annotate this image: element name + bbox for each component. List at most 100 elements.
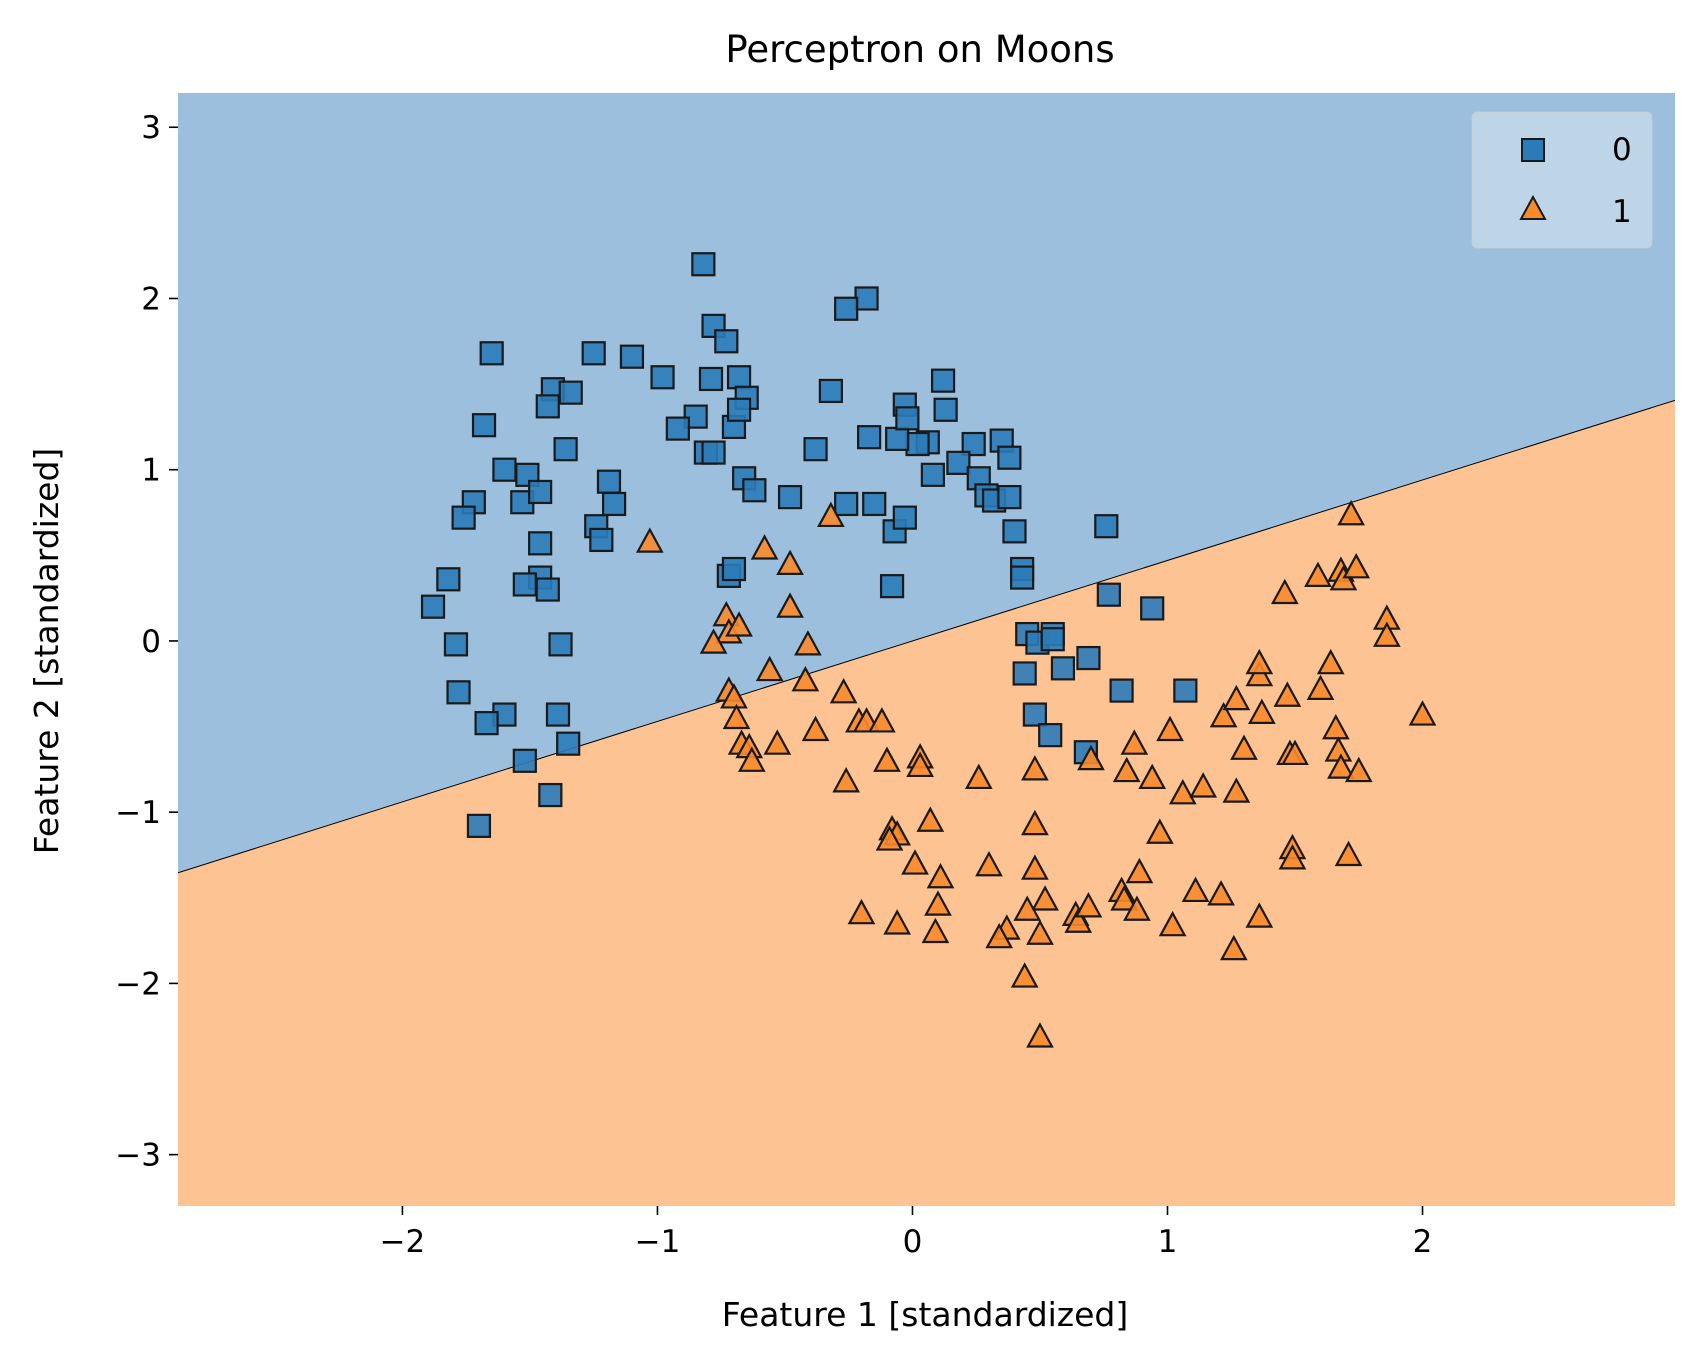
data-point-class-0	[1012, 661, 1037, 686]
data-point-class-1	[926, 862, 955, 889]
data-point-class-1	[847, 898, 876, 925]
data-point-class-0	[933, 397, 958, 422]
data-point-class-0	[556, 731, 581, 756]
data-point-class-0	[471, 413, 497, 438]
data-point-class-0	[854, 286, 879, 311]
x-tick-label: 0	[903, 1224, 923, 1260]
data-point-class-1	[1138, 763, 1167, 790]
data-point-class-0	[726, 365, 752, 390]
data-points	[420, 252, 1437, 1048]
data-point-class-0	[474, 711, 499, 736]
data-point-class-0	[528, 479, 553, 505]
data-point-class-0	[862, 491, 887, 517]
data-point-class-1	[1278, 844, 1307, 870]
data-point-class-1	[1344, 756, 1373, 783]
data-point-class-0	[777, 485, 803, 510]
data-point-class-1	[725, 611, 753, 637]
data-point-class-1	[1372, 621, 1401, 647]
y-axis-label: Feature 2 [standardized]	[27, 448, 66, 855]
data-point-class-0	[601, 491, 627, 517]
data-point-class-0	[879, 574, 905, 599]
data-point-class-1	[873, 746, 901, 772]
data-point-class-1	[1321, 713, 1350, 740]
data-point-class-0	[885, 426, 910, 451]
data-point-class-1	[1110, 885, 1138, 911]
data-point-class-0	[1038, 723, 1063, 748]
data-point-class-1	[916, 806, 945, 832]
data-point-class-1	[1125, 857, 1154, 884]
data-point-class-1	[1342, 553, 1371, 579]
y-tick-label: −1	[115, 795, 161, 831]
data-point-class-0	[946, 450, 971, 475]
data-point-class-0	[650, 365, 675, 390]
data-point-class-0	[535, 577, 560, 602]
data-point-class-1	[964, 763, 993, 790]
x-tick-label: 1	[1158, 1224, 1178, 1260]
data-point-class-0	[930, 368, 956, 393]
data-point-class-0	[1173, 678, 1198, 703]
data-point-class-0	[512, 748, 537, 773]
data-point-class-1	[1026, 1022, 1054, 1048]
y-tick-label: 0	[141, 624, 161, 660]
data-point-class-0	[1022, 702, 1047, 727]
y-tick-label: 1	[141, 453, 161, 489]
legend-label-0: 0	[1612, 132, 1632, 168]
legend-square-icon	[1521, 138, 1545, 162]
data-point-class-1	[924, 890, 952, 916]
data-point-class-1	[720, 683, 748, 709]
data-point-class-1	[1245, 648, 1274, 675]
data-point-class-1	[776, 549, 804, 575]
data-point-class-0	[857, 425, 882, 450]
data-point-class-1	[1074, 892, 1103, 918]
data-point-class-1	[1245, 902, 1274, 928]
data-point-class-1	[1273, 681, 1302, 707]
data-point-class-1	[1031, 885, 1059, 911]
data-point-class-0	[721, 556, 747, 582]
data-point-class-1	[1021, 809, 1049, 836]
data-point-class-1	[1230, 734, 1258, 760]
data-point-class-1	[1064, 907, 1093, 933]
data-point-class-0	[920, 462, 945, 487]
data-point-class-0	[443, 632, 469, 657]
data-point-class-1	[1316, 648, 1345, 675]
data-point-class-0	[834, 491, 859, 517]
data-point-class-0	[596, 469, 622, 494]
data-point-class-0	[1094, 514, 1119, 539]
data-point-class-0	[961, 431, 986, 457]
y-tick-label: −3	[115, 1138, 161, 1174]
data-point-class-1	[921, 917, 950, 944]
data-point-class-1	[1281, 739, 1309, 766]
x-tick-label: −1	[635, 1224, 681, 1260]
data-point-class-0	[1010, 565, 1035, 590]
data-point-class-0	[997, 445, 1022, 470]
data-point-class-0	[1002, 519, 1027, 544]
data-point-class-0	[742, 478, 767, 503]
data-point-class-0	[1050, 656, 1076, 681]
data-point-class-0	[997, 485, 1022, 510]
data-point-class-1	[829, 678, 858, 704]
data-point-class-0	[905, 431, 930, 457]
data-point-class-1	[1270, 578, 1299, 605]
data-point-class-1	[985, 922, 1014, 949]
data-point-class-0	[818, 378, 843, 404]
data-point-class-1	[1248, 698, 1276, 724]
data-point-class-0	[1140, 596, 1165, 621]
data-point-class-1	[722, 703, 751, 730]
data-point-class-1	[1168, 779, 1197, 805]
data-point-class-1	[763, 729, 792, 755]
data-point-class-1	[1306, 674, 1335, 700]
data-point-class-0	[691, 252, 716, 277]
data-point-class-0	[553, 437, 578, 462]
data-point-class-1	[1181, 876, 1210, 903]
data-point-class-0	[834, 296, 859, 321]
data-point-class-1	[1189, 772, 1218, 798]
data-point-class-0	[548, 632, 573, 657]
data-point-class-0	[466, 813, 492, 838]
data-point-class-0	[528, 531, 553, 556]
data-point-class-1	[737, 746, 766, 772]
data-point-class-1	[817, 501, 845, 528]
data-point-class-0	[479, 341, 504, 366]
data-point-class-1	[1304, 561, 1332, 587]
y-tick-label: −2	[115, 966, 161, 1002]
data-point-class-1	[801, 715, 830, 742]
